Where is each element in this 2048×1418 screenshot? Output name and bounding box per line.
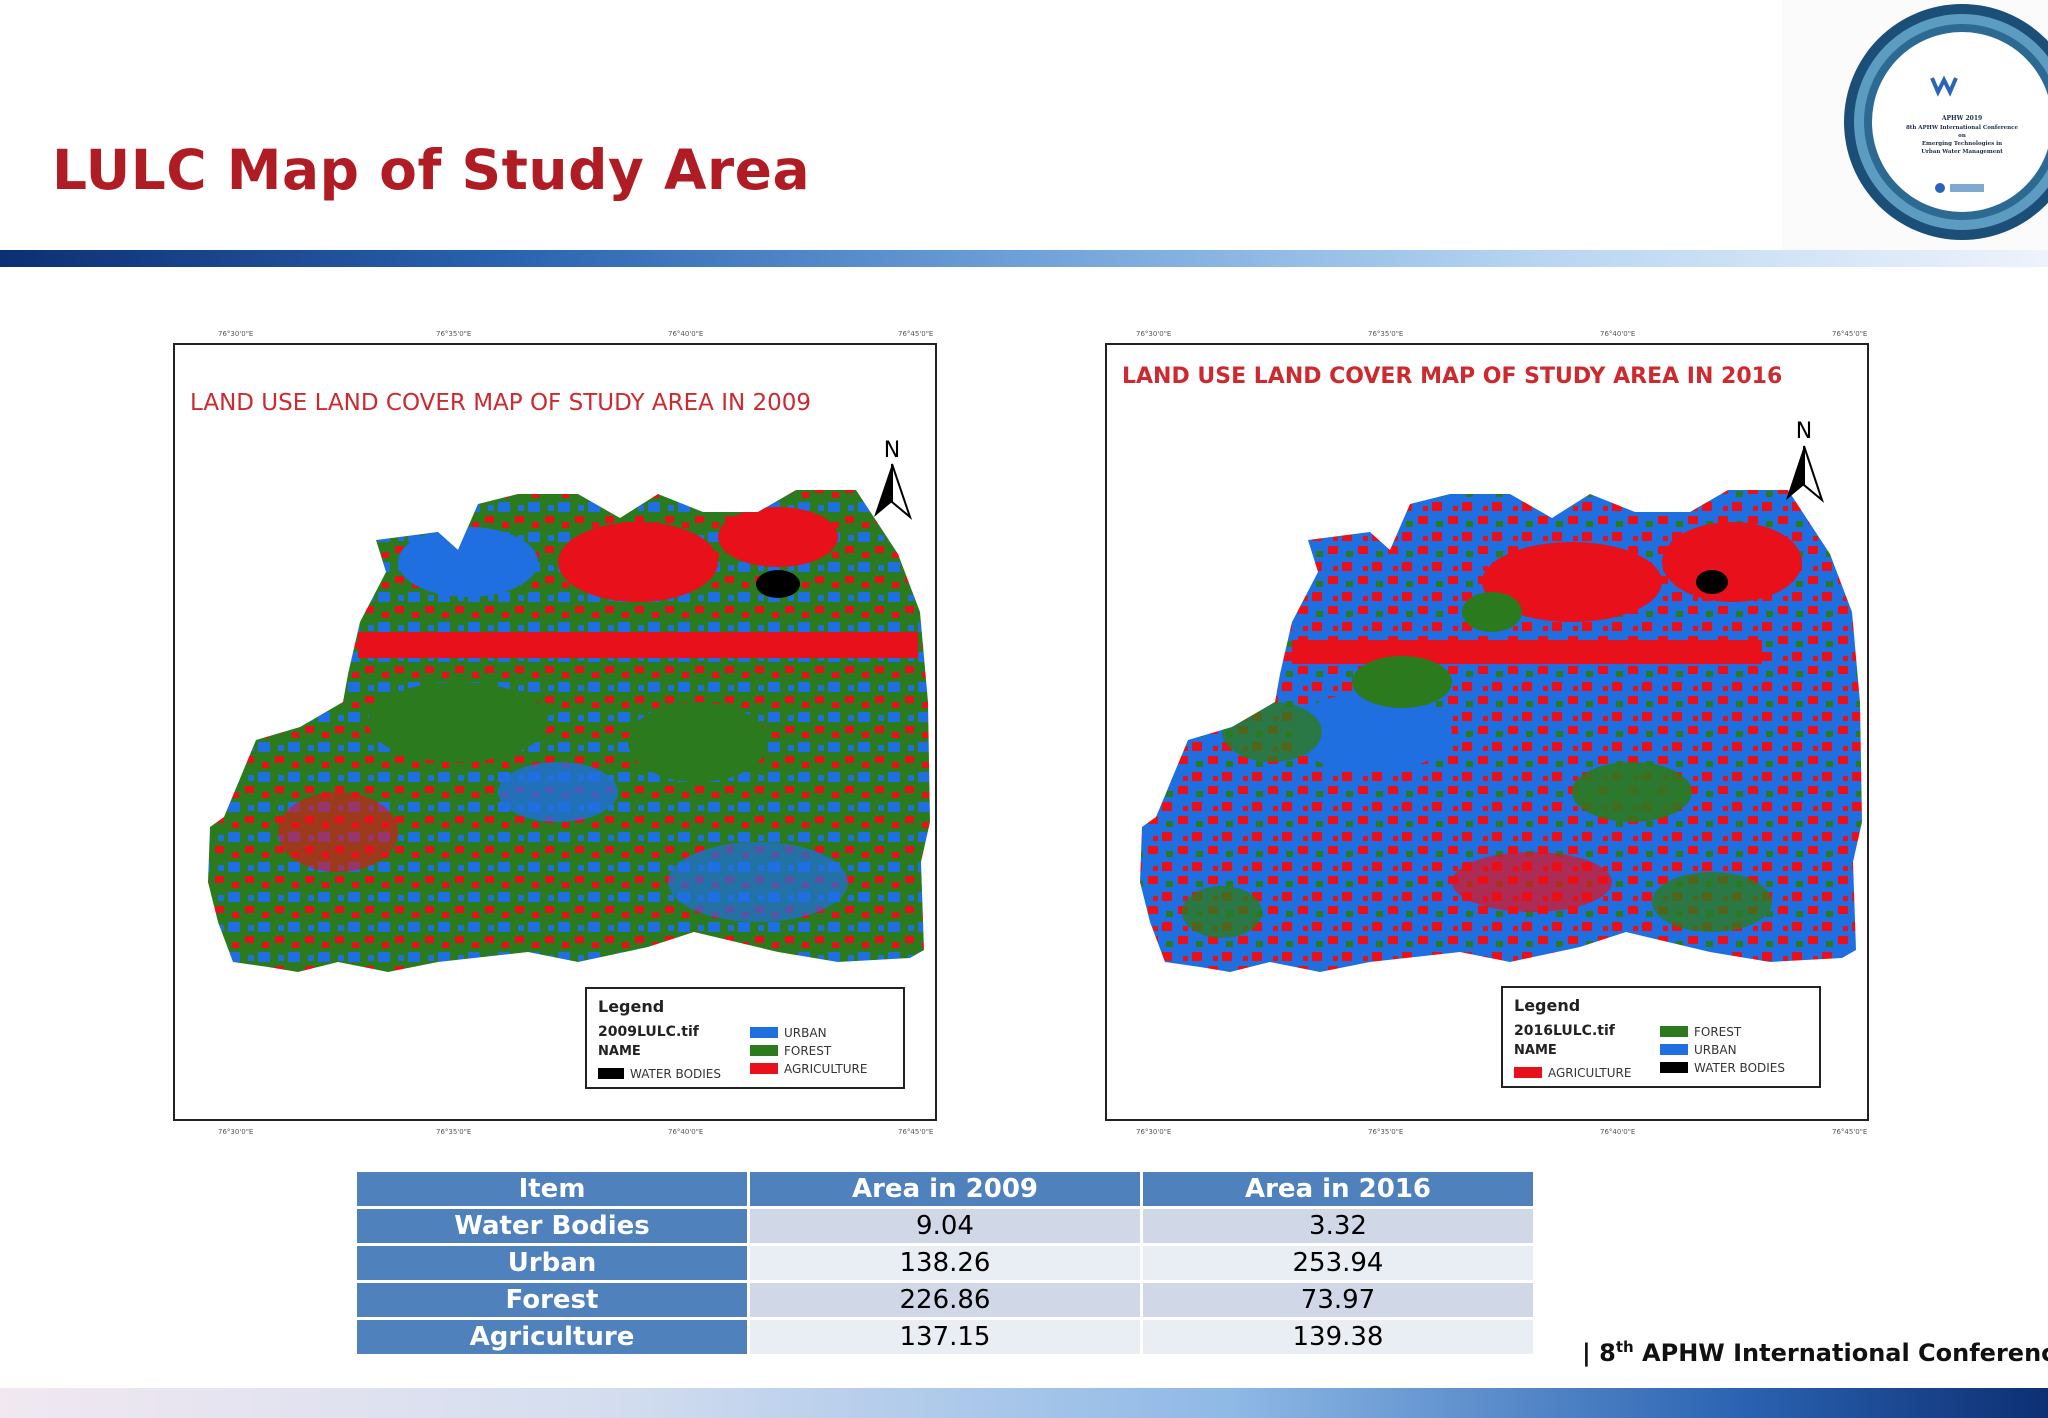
table-row: Agriculture 137.15 139.38 bbox=[357, 1320, 1533, 1354]
legend-swatch-water bbox=[598, 1068, 624, 1079]
footer-conference-name: | 8th APHW International Conference | bbox=[1582, 1338, 2048, 1367]
legend-swatch-agriculture bbox=[750, 1063, 778, 1074]
map-2009-title: LAND USE LAND COVER MAP OF STUDY AREA IN… bbox=[190, 390, 811, 416]
row-item: Agriculture bbox=[357, 1320, 747, 1354]
row-area-2009: 138.26 bbox=[750, 1246, 1140, 1280]
svg-text:76°40'0"E: 76°40'0"E bbox=[1600, 1128, 1635, 1136]
legend-swatch-forest bbox=[750, 1045, 778, 1056]
map-2016-north-arrow: N bbox=[1786, 419, 1825, 504]
row-item: Water Bodies bbox=[357, 1209, 747, 1243]
table-header-row: Item Area in 2009 Area in 2016 bbox=[357, 1172, 1533, 1206]
legend-file: 2009LULC.tif bbox=[598, 1024, 700, 1040]
legend-label-water: WATER BODIES bbox=[630, 1067, 721, 1081]
svg-text:76°40'0"E: 76°40'0"E bbox=[668, 330, 703, 338]
logo-line-3: Emerging Technologies in bbox=[1922, 141, 2002, 147]
header-gradient-band bbox=[0, 250, 2048, 267]
row-area-2016: 73.97 bbox=[1143, 1283, 1533, 1317]
legend-label-water: WATER BODIES bbox=[1694, 1061, 1785, 1075]
legend-name-label: NAME bbox=[598, 1044, 641, 1059]
svg-text:76°40'0"E: 76°40'0"E bbox=[1600, 330, 1635, 338]
svg-text:76°30'0"E: 76°30'0"E bbox=[218, 330, 253, 338]
map-2016-legend: Legend 2016LULC.tif NAME FOREST URBAN WA… bbox=[1501, 986, 1821, 1088]
row-area-2016: 3.32 bbox=[1143, 1209, 1533, 1243]
logo-line-1: 8th APHW International Conference bbox=[1906, 125, 2019, 131]
svg-text:76°30'0"E: 76°30'0"E bbox=[1136, 330, 1171, 338]
svg-text:76°35'0"E: 76°35'0"E bbox=[1368, 330, 1403, 338]
header-area-2016: Area in 2016 bbox=[1143, 1172, 1533, 1206]
svg-text:76°45'0"E: 76°45'0"E bbox=[898, 1128, 933, 1136]
legend-swatch-water bbox=[1660, 1062, 1688, 1073]
logo-line-4: Urban Water Management bbox=[1921, 149, 2003, 155]
row-item: Forest bbox=[357, 1283, 747, 1317]
legend-swatch-urban bbox=[750, 1027, 778, 1038]
footer-gradient-band bbox=[0, 1388, 2048, 1418]
header-area-2009: Area in 2009 bbox=[750, 1172, 1140, 1206]
row-item: Urban bbox=[357, 1246, 747, 1280]
svg-text:76°45'0"E: 76°45'0"E bbox=[898, 330, 933, 338]
svg-text:76°30'0"E: 76°30'0"E bbox=[218, 1128, 253, 1136]
svg-text:76°35'0"E: 76°35'0"E bbox=[1368, 1128, 1403, 1136]
area-comparison-table: Item Area in 2009 Area in 2016 Water Bod… bbox=[354, 1169, 1536, 1357]
svg-text:N: N bbox=[884, 438, 900, 463]
svg-text:76°35'0"E: 76°35'0"E bbox=[436, 1128, 471, 1136]
row-area-2009: 226.86 bbox=[750, 1283, 1140, 1317]
svg-text:76°45'0"E: 76°45'0"E bbox=[1832, 330, 1867, 338]
legend-heading: Legend bbox=[1514, 996, 1580, 1015]
legend-heading: Legend bbox=[598, 997, 664, 1016]
map-2009-legend: Legend 2009LULC.tif NAME URBAN FOREST AG… bbox=[585, 987, 905, 1089]
legend-swatch-agriculture bbox=[1514, 1067, 1542, 1078]
row-area-2016: 253.94 bbox=[1143, 1246, 1533, 1280]
lulc-map-2009: 76°30'0"E 76°35'0"E 76°40'0"E 76°45'0"E 76°… bbox=[138, 322, 938, 1142]
legend-label-forest: FOREST bbox=[784, 1044, 832, 1058]
footer-prefix: | 8 bbox=[1582, 1339, 1616, 1367]
table-row: Forest 226.86 73.97 bbox=[357, 1283, 1533, 1317]
table-row: Urban 138.26 253.94 bbox=[357, 1246, 1533, 1280]
footer-ordinal: th bbox=[1615, 1338, 1634, 1356]
conference-logo: APHW 2019 8th APHW International Confere… bbox=[1782, 0, 2048, 250]
table-row: Water Bodies 9.04 3.32 bbox=[357, 1209, 1533, 1243]
legend-swatch-urban bbox=[1660, 1044, 1688, 1055]
svg-text:76°45'0"E: 76°45'0"E bbox=[1832, 1128, 1867, 1136]
row-area-2009: 137.15 bbox=[750, 1320, 1140, 1354]
footer-suffix: APHW International Conference | bbox=[1633, 1339, 2048, 1367]
map-2009-north-arrow: N bbox=[874, 438, 913, 521]
slide-title: LULC Map of Study Area bbox=[52, 138, 811, 202]
legend-file: 2016LULC.tif bbox=[1514, 1023, 1616, 1039]
legend-label-agriculture: AGRICULTURE bbox=[784, 1062, 867, 1076]
legend-label-urban: URBAN bbox=[1694, 1043, 1737, 1057]
map-2016-title: LAND USE LAND COVER MAP OF STUDY AREA IN… bbox=[1122, 364, 1782, 389]
legend-label-urban: URBAN bbox=[784, 1026, 827, 1040]
legend-label-forest: FOREST bbox=[1694, 1025, 1742, 1039]
legend-label-agriculture: AGRICULTURE bbox=[1548, 1066, 1631, 1080]
svg-text:76°35'0"E: 76°35'0"E bbox=[436, 330, 471, 338]
lulc-map-2016: 76°30'0"E 76°35'0"E 76°40'0"E 76°45'0"E 76°… bbox=[1072, 322, 1872, 1142]
svg-text:76°40'0"E: 76°40'0"E bbox=[668, 1128, 703, 1136]
logo-line-2: on bbox=[1958, 133, 1966, 139]
svg-text:76°30'0"E: 76°30'0"E bbox=[1136, 1128, 1171, 1136]
legend-name-label: NAME bbox=[1514, 1043, 1557, 1058]
row-area-2009: 9.04 bbox=[750, 1209, 1140, 1243]
header-item: Item bbox=[357, 1172, 747, 1206]
row-area-2016: 139.38 bbox=[1143, 1320, 1533, 1354]
svg-text:N: N bbox=[1796, 419, 1812, 444]
legend-swatch-forest bbox=[1660, 1026, 1688, 1037]
logo-org-text: APHW 2019 bbox=[1941, 115, 1982, 122]
